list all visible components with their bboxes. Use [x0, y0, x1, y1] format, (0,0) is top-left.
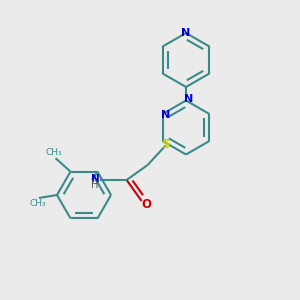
Text: S: S	[161, 137, 170, 151]
Text: O: O	[141, 197, 151, 211]
Text: N: N	[182, 28, 190, 38]
Text: N: N	[161, 110, 170, 121]
Text: N: N	[184, 94, 194, 104]
Text: CH₃: CH₃	[46, 148, 62, 157]
Text: H: H	[92, 179, 99, 190]
Text: N: N	[91, 173, 100, 184]
Text: CH₃: CH₃	[29, 199, 46, 208]
